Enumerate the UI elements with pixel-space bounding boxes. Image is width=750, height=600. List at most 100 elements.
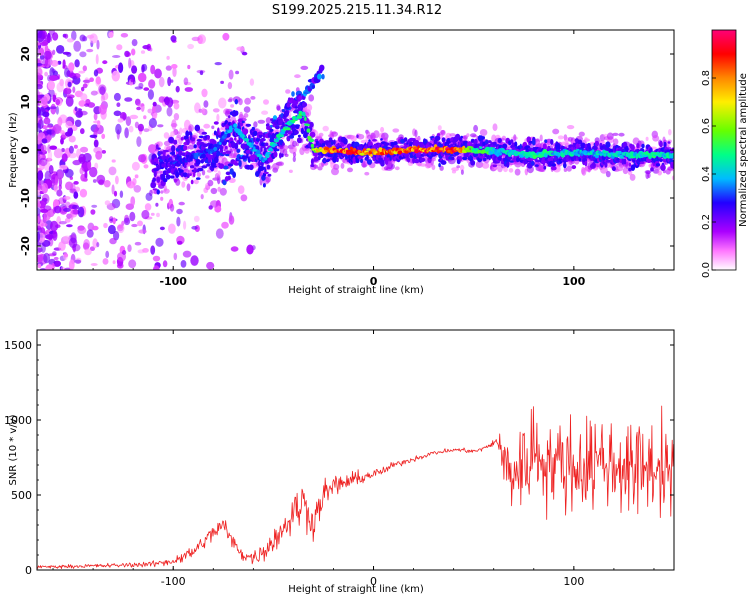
spectrogram-cell <box>137 72 147 83</box>
spectrogram-cell <box>260 161 264 167</box>
spectrogram-cell <box>265 154 270 159</box>
spectrogram-cell <box>216 145 220 149</box>
spectrogram-cell <box>87 160 92 170</box>
spectrogram-cell <box>269 148 273 152</box>
spectrogram-cell <box>172 66 177 78</box>
spectrogram-cell <box>407 157 411 163</box>
spectrogram-cell <box>249 151 253 155</box>
spectrogram-cell <box>487 140 492 144</box>
spectrogram-cell <box>134 86 143 90</box>
spectrogram-cell <box>201 131 208 135</box>
spectrogram-cell <box>429 142 432 146</box>
spectrogram-cell <box>479 146 483 150</box>
spectrogram-cell <box>237 185 245 195</box>
spectrogram-cell <box>310 158 314 166</box>
spectrogram-cell <box>113 110 122 117</box>
spectrogram-cell <box>370 153 373 157</box>
spectrogram-cell <box>455 133 461 141</box>
spectrogram-cell <box>416 149 420 152</box>
spectrogram-cell <box>555 155 558 159</box>
spectrogram-cell <box>364 171 370 176</box>
colorbar: 0.0 0.2 0.4 0.6 0.8 Normalized spectral ampl… <box>701 29 749 278</box>
spectrogram-cell <box>40 144 47 153</box>
spectrogram-cell <box>160 190 164 194</box>
spectrogram-cell <box>300 65 309 70</box>
spectrogram-cell <box>100 94 105 103</box>
spectrogram-cell <box>629 173 636 181</box>
spectrogram-cell <box>293 130 299 135</box>
spectrogram-cell <box>78 70 85 74</box>
spectrogram-cell <box>239 111 243 118</box>
spectrogram-cell <box>558 157 563 164</box>
spectrogram-cell <box>49 145 58 150</box>
spectrogram-cell <box>600 166 608 174</box>
spectrogram-cell <box>234 110 239 116</box>
spectrogram-cell <box>288 135 295 139</box>
spectrogram-cell <box>187 43 195 50</box>
spectrogram-cell <box>112 260 116 265</box>
spectrogram-cell <box>271 133 276 139</box>
spectrogram-cell <box>228 215 235 225</box>
spectrogram-cell <box>622 167 629 175</box>
spectrogram-cell <box>183 145 188 151</box>
spectrogram-cell <box>419 157 426 162</box>
spectrogram-cell <box>73 40 82 52</box>
spectrogram-cell <box>534 164 539 167</box>
spectrogram-cell <box>43 205 52 211</box>
spectrogram-cell <box>269 124 273 128</box>
spectrogram-cell <box>67 127 73 136</box>
spectrogram-cell <box>213 146 218 152</box>
spectrogram-cell <box>99 86 106 96</box>
spectrogram-cell <box>77 206 85 218</box>
spectrogram-cell <box>203 100 209 108</box>
spectrogram-cell <box>73 144 78 149</box>
spectrogram-cell <box>232 171 237 178</box>
spectrogram-cell <box>304 123 310 127</box>
spectrogram-cell <box>157 124 164 128</box>
spectrogram-cell <box>195 159 201 165</box>
spectrogram-cell <box>188 144 195 150</box>
spectrogram-cell <box>244 97 252 105</box>
spectrogram-cell <box>437 125 442 131</box>
spectrogram-cell <box>37 247 43 253</box>
spectrogram-cell <box>429 156 432 160</box>
spectrogram-ytick-label: -20 <box>19 236 32 256</box>
spectrogram-cell <box>71 76 78 80</box>
spectrogram-cell <box>188 173 192 177</box>
spectrogram-cell <box>307 136 312 140</box>
spectrogram-cell <box>372 139 377 142</box>
spectrogram-cell <box>645 136 649 141</box>
spectrogram-cell <box>40 222 48 227</box>
spectrogram-cell <box>63 87 72 95</box>
spectrogram-cell <box>86 229 94 238</box>
spectrogram-cell <box>659 140 663 148</box>
spectrogram-cell <box>68 152 77 159</box>
spectrogram-cell <box>234 162 239 166</box>
spectrogram-cell <box>557 135 564 140</box>
spectrogram-cell <box>176 216 181 227</box>
spectrogram-cell <box>116 102 121 107</box>
spectrogram-cell <box>101 150 107 154</box>
spectrogram-cell <box>206 261 215 270</box>
spectrogram-cell <box>54 205 62 214</box>
spectrogram-cell <box>492 141 497 146</box>
spectrogram-cell <box>238 98 243 106</box>
spectrogram-cell <box>103 222 108 229</box>
spectrogram-cell <box>264 171 269 175</box>
spectrogram-cell <box>276 105 281 111</box>
spectrogram-cell <box>59 130 65 134</box>
spectrogram-cell <box>40 41 48 46</box>
spectrogram-cell <box>90 209 96 215</box>
spectrogram-cell <box>138 229 147 234</box>
spectrogram-cell <box>141 63 148 72</box>
spectrogram-cell <box>166 106 173 117</box>
spectrogram-cell <box>309 121 314 128</box>
spectrogram-cell <box>72 86 76 93</box>
spectrogram-cell <box>37 63 43 66</box>
spectrogram-cell <box>296 115 303 119</box>
spectrogram-cell <box>217 170 221 177</box>
spectrogram-cell <box>82 83 88 89</box>
spectrogram-cell <box>47 150 53 162</box>
spectrogram-cell <box>273 151 278 158</box>
spectrogram-cell <box>70 232 77 244</box>
